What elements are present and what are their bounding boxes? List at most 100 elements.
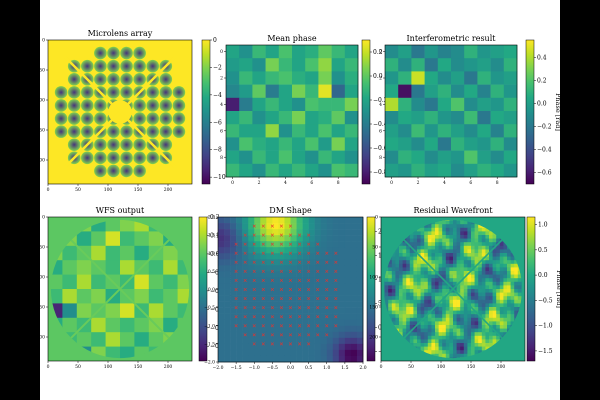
residual-cell [399,321,403,326]
residual-cell [438,256,443,261]
actuator-marker [334,251,338,255]
dm-field-cell [230,343,237,351]
microlens [133,72,146,86]
dm-field-cell [218,325,225,333]
residual-cell [485,271,490,275]
residual-cell [467,289,472,293]
residual-cell [445,242,450,247]
residual-cell [402,289,407,293]
residual-cell [427,321,432,326]
actuator-marker [297,296,302,301]
residual-cell [481,231,486,236]
dm-field-cell [320,259,328,266]
actuator-marker [261,269,265,273]
colorbar-tick-label: −10 [213,174,226,181]
actuator-marker [243,242,247,246]
residual-cell [427,350,432,355]
x-tick-label: 0 [47,364,50,370]
residual-cell [496,249,501,254]
dm-field-cell [224,265,231,272]
dm-field-cell [218,271,225,278]
actuator-marker [297,324,302,328]
residual-cell [435,335,439,340]
heatmap-cell [424,71,439,85]
residual-cell [460,245,465,250]
panel-1-cells [226,45,359,178]
residual-cell [435,281,439,286]
heatmap-cell [411,58,425,72]
residual-cell [424,321,429,326]
residual-cell [481,235,486,239]
actuator-marker [316,296,320,301]
y-tick-label: 150 [40,128,45,134]
dm-field-cell [254,313,261,321]
dm-field-cell [290,355,297,363]
residual-cell [402,260,407,265]
residual-cell [463,328,468,333]
heatmap-cell [91,219,106,232]
heatmap-cell [477,150,491,165]
heatmap-cell [239,84,253,99]
actuator-marker [334,278,338,283]
actuator-marker [252,324,256,328]
residual-cell [431,332,436,337]
residual-cell [445,343,450,347]
residual-cell [499,285,504,290]
y-tick-label: 0 [42,38,45,44]
dm-field-cell [242,271,249,278]
residual-cell [507,253,511,257]
dm-field-cell [218,265,225,272]
residual-cell [456,245,461,250]
residual-cell [409,238,414,243]
residual-cell [478,335,483,340]
residual-cell [427,343,432,347]
residual-cell [503,317,508,322]
residual-cell [492,299,497,304]
residual-cell [431,249,436,254]
residual-cell [478,343,483,347]
dm-field-cell [314,223,322,230]
heatmap-cell [331,124,346,138]
residual-cell [456,296,461,301]
residual-cell [460,235,465,239]
residual-cell [467,274,472,279]
residual-cell [474,249,479,254]
dm-field-cell [266,283,273,290]
heatmap-cell [62,289,78,304]
heatmap-cell [437,137,452,151]
residual-cell [438,332,443,337]
residual-cell [467,245,472,250]
residual-cell [435,292,439,297]
residual-cell [413,339,418,344]
heatmap-cell [464,58,478,72]
residual-cell [442,289,447,293]
residual-cell [427,271,432,275]
residual-cell [503,263,508,268]
residual-cell [463,271,468,275]
actuator-marker [252,251,256,255]
dm-field-cell [230,325,237,333]
residual-cell [463,350,468,355]
residual-cell [413,231,418,236]
residual-cell [481,303,486,308]
dm-field-cell [266,277,273,284]
heatmap-cell [105,245,121,261]
dm-field-cell [260,337,267,345]
residual-cell [409,267,414,272]
residual-cell [445,274,450,279]
heatmap-cell [411,84,425,99]
dm-field-cell [296,253,303,260]
residual-cell [463,263,468,268]
x-tick-label: 0 [231,180,234,186]
axes-frame [380,216,526,362]
residual-cell [496,325,501,329]
residual-cell [467,281,472,286]
residual-cell [417,231,421,236]
dm-field-cell [290,229,297,236]
actuator-marker [297,278,302,283]
heatmap-cell [305,58,319,72]
residual-cell [406,310,411,315]
residual-cell [424,249,429,254]
residual-cell [413,292,418,297]
residual-cell [427,242,432,247]
